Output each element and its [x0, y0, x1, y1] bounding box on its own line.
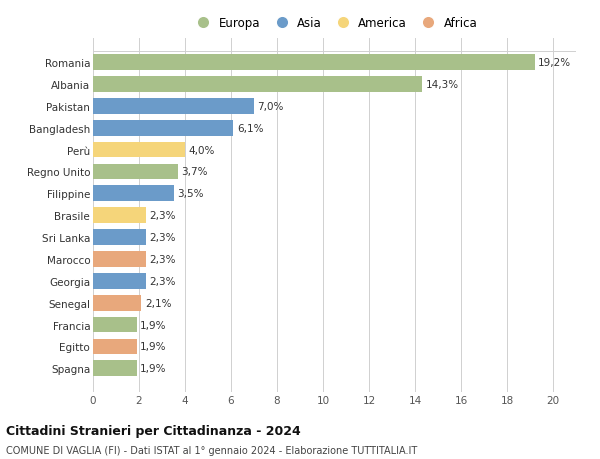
- Bar: [93, 77, 422, 93]
- Bar: [93, 230, 146, 246]
- Text: 3,7%: 3,7%: [182, 167, 208, 177]
- Text: 2,3%: 2,3%: [149, 254, 176, 264]
- Text: 2,3%: 2,3%: [149, 276, 176, 286]
- Text: 1,9%: 1,9%: [140, 341, 167, 352]
- Text: 7,0%: 7,0%: [257, 101, 284, 112]
- Bar: [93, 164, 178, 180]
- Text: 2,3%: 2,3%: [149, 211, 176, 221]
- Text: COMUNE DI VAGLIA (FI) - Dati ISTAT al 1° gennaio 2024 - Elaborazione TUTTITALIA.: COMUNE DI VAGLIA (FI) - Dati ISTAT al 1°…: [6, 445, 417, 455]
- Text: 3,5%: 3,5%: [177, 189, 203, 199]
- Bar: [93, 317, 137, 333]
- Text: 4,0%: 4,0%: [188, 145, 215, 155]
- Bar: [93, 361, 137, 376]
- Text: Cittadini Stranieri per Cittadinanza - 2024: Cittadini Stranieri per Cittadinanza - 2…: [6, 425, 301, 437]
- Text: 19,2%: 19,2%: [538, 58, 571, 68]
- Text: 2,1%: 2,1%: [145, 298, 171, 308]
- Bar: [93, 55, 535, 71]
- Bar: [93, 274, 146, 289]
- Text: 14,3%: 14,3%: [425, 80, 458, 90]
- Text: 6,1%: 6,1%: [237, 123, 263, 134]
- Text: 1,9%: 1,9%: [140, 320, 167, 330]
- Text: 2,3%: 2,3%: [149, 233, 176, 242]
- Bar: [93, 142, 185, 158]
- Bar: [93, 339, 137, 354]
- Bar: [93, 121, 233, 136]
- Bar: [93, 208, 146, 224]
- Bar: [93, 186, 173, 202]
- Bar: [93, 99, 254, 114]
- Bar: [93, 252, 146, 267]
- Text: 1,9%: 1,9%: [140, 364, 167, 374]
- Bar: [93, 295, 142, 311]
- Legend: Europa, Asia, America, Africa: Europa, Asia, America, Africa: [191, 17, 478, 29]
